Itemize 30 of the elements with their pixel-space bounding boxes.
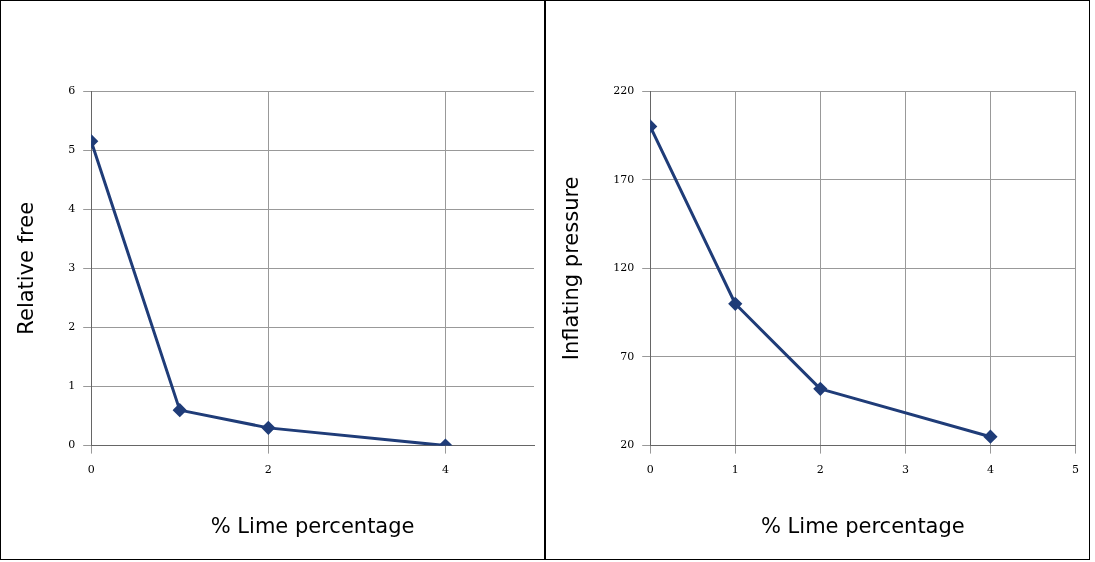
y-tick-label: 220 [613, 83, 635, 97]
x-tick-label: 0 [87, 463, 95, 477]
y-tick-label: 0 [68, 438, 76, 452]
x-tick-label: 2 [264, 463, 272, 477]
y-axis-title: Relative free [14, 201, 39, 335]
x-tick-label: 2 [816, 463, 824, 477]
x-tick-label: 4 [986, 463, 994, 477]
x-tick-label: 1 [731, 463, 739, 477]
x-axis-title: % Lime percentage [210, 513, 415, 538]
x-tick-label: 5 [1072, 463, 1079, 477]
x-tick-label: 0 [646, 463, 654, 477]
y-tick-label: 70 [620, 349, 635, 363]
y-tick-label: 6 [68, 83, 76, 97]
point [983, 430, 997, 444]
y-tick-label: 3 [68, 261, 76, 275]
y-tick-label: 1 [68, 379, 76, 393]
y-tick-label: 170 [613, 172, 635, 186]
y-tick-label: 4 [68, 202, 76, 216]
x-axis-title: % Lime percentage [760, 513, 965, 538]
point [728, 297, 742, 311]
point [261, 421, 275, 435]
point [173, 403, 187, 417]
x-tick-label: 4 [441, 463, 449, 477]
y-axis-title: Inflating pressure [559, 176, 584, 361]
y-tick-label: 5 [68, 142, 76, 156]
x-tick-label: 3 [901, 463, 909, 477]
y-tick-label: 20 [620, 438, 635, 452]
y-tick-label: 120 [613, 261, 635, 275]
y-tick-label: 2 [68, 320, 76, 334]
point [813, 382, 827, 396]
